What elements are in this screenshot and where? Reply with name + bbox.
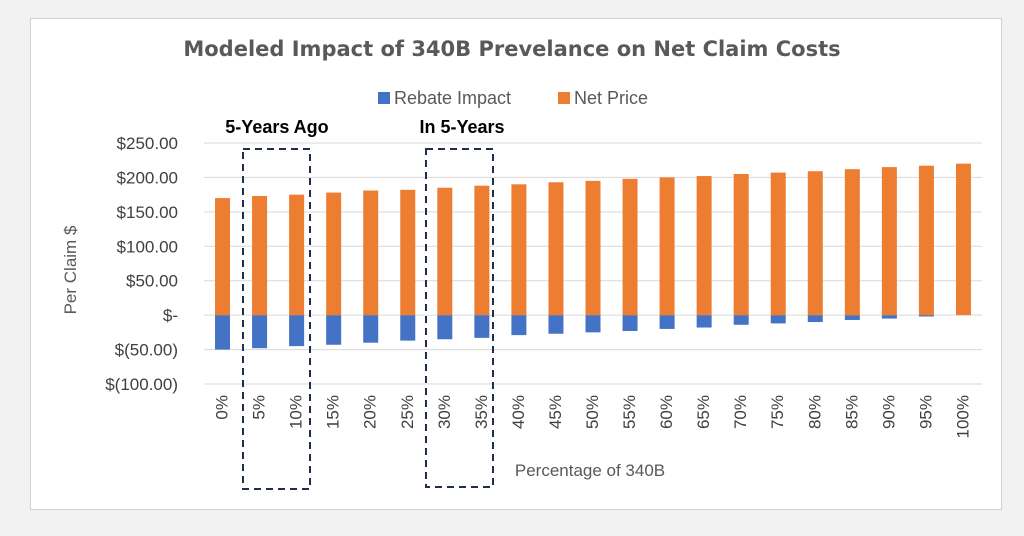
bar-net-price xyxy=(400,189,416,316)
bar-net-price xyxy=(807,171,823,316)
x-tick-label: 35% xyxy=(472,395,491,429)
bar-net-price xyxy=(474,185,490,316)
x-tick-label: 55% xyxy=(620,395,639,429)
bar-rebate-impact xyxy=(733,315,749,325)
legend-label-net-price: Net Price xyxy=(574,88,648,108)
y-tick-label: $50.00 xyxy=(126,272,178,291)
bar-net-price xyxy=(252,196,268,316)
y-tick-label: $100.00 xyxy=(117,237,178,256)
bar-rebate-impact xyxy=(474,315,490,338)
bar-rebate-impact xyxy=(844,315,860,320)
y-tick-label: $200.00 xyxy=(117,168,178,187)
x-tick-label: 40% xyxy=(509,395,528,429)
bar-rebate-impact xyxy=(437,315,453,340)
bar-rebate-impact xyxy=(511,315,527,336)
bar-net-price xyxy=(918,165,934,316)
y-tick-label: $- xyxy=(163,306,178,325)
bar-net-price xyxy=(437,187,453,316)
bar-rebate-impact xyxy=(585,315,601,333)
bar-net-price xyxy=(511,184,527,316)
bar-net-price xyxy=(696,176,712,316)
x-axis-title: Percentage of 340B xyxy=(515,461,665,480)
bar-rebate-impact xyxy=(622,315,638,331)
bar-rebate-impact xyxy=(696,315,712,328)
x-tick-label: 90% xyxy=(879,395,898,429)
legend-label-rebate: Rebate Impact xyxy=(394,88,511,108)
bar-net-price xyxy=(659,177,675,316)
bar-rebate-impact xyxy=(289,315,305,347)
y-tick-label: $150.00 xyxy=(117,203,178,222)
x-tick-label: 0% xyxy=(213,395,232,420)
x-tick-label: 20% xyxy=(361,395,380,429)
bar-net-price xyxy=(548,182,564,316)
bar-rebate-impact xyxy=(400,315,416,341)
bar-rebate-impact xyxy=(881,315,897,319)
bar-net-price xyxy=(770,172,786,316)
y-tick-label: $(50.00) xyxy=(115,341,178,360)
bar-net-price xyxy=(622,178,638,316)
x-tick-label: 30% xyxy=(435,395,454,429)
bar-net-price xyxy=(844,169,860,316)
bar-net-price xyxy=(881,167,897,316)
y-tick-label: $250.00 xyxy=(117,134,178,153)
x-tick-label: 80% xyxy=(805,395,824,429)
annotation-5-years-ago: 5-Years Ago xyxy=(225,117,328,137)
x-tick-label: 45% xyxy=(546,395,565,429)
highlight-box-in-5-years xyxy=(425,148,494,488)
bar-net-price xyxy=(955,163,971,316)
x-tick-label: 70% xyxy=(731,395,750,429)
bar-net-price xyxy=(326,192,342,316)
bar-net-price xyxy=(585,180,601,316)
x-tick-label: 10% xyxy=(287,395,306,429)
bar-net-price xyxy=(289,194,305,316)
bar-rebate-impact xyxy=(659,315,675,329)
legend: Rebate Impact Net Price xyxy=(378,88,648,108)
bar-net-price xyxy=(215,198,231,316)
x-tick-label: 15% xyxy=(324,395,343,429)
x-tick-label: 65% xyxy=(694,395,713,429)
x-tick-label: 100% xyxy=(953,395,972,438)
bar-rebate-impact xyxy=(363,315,379,343)
bar-rebate-impact xyxy=(215,315,231,350)
bar-rebate-impact xyxy=(807,315,823,323)
legend-swatch-rebate xyxy=(378,92,390,104)
bar-rebate-impact xyxy=(548,315,564,334)
y-axis-ticks: $250.00 $200.00 $150.00 $100.00 $50.00 $- $(50… xyxy=(105,134,178,394)
bar-rebate-impact xyxy=(770,315,786,324)
legend-swatch-net-price xyxy=(558,92,570,104)
x-tick-label: 60% xyxy=(657,395,676,429)
bar-net-price xyxy=(363,190,379,316)
x-axis-ticks: 0% 5% 10% 15% 20% 25% 30% 35% 40% 45% 50% 55% 60% 65%… xyxy=(213,395,973,438)
bar-rebate-impact xyxy=(918,315,934,317)
x-tick-label: 85% xyxy=(842,395,861,429)
x-tick-label: 5% xyxy=(250,395,269,420)
bar-net-price xyxy=(733,173,749,316)
chart-title: Modeled Impact of 340B Prevelance on Net… xyxy=(183,37,840,61)
x-tick-label: 75% xyxy=(768,395,787,429)
x-tick-label: 25% xyxy=(398,395,417,429)
bar-rebate-impact xyxy=(326,315,342,345)
bars xyxy=(215,163,971,350)
annotation-in-5-years: In 5-Years xyxy=(419,117,504,137)
y-axis-title: Per Claim $ xyxy=(61,225,80,314)
x-tick-label: 95% xyxy=(916,395,935,429)
y-tick-label: $(100.00) xyxy=(105,375,178,394)
x-tick-label: 50% xyxy=(583,395,602,429)
bar-rebate-impact xyxy=(252,315,268,349)
